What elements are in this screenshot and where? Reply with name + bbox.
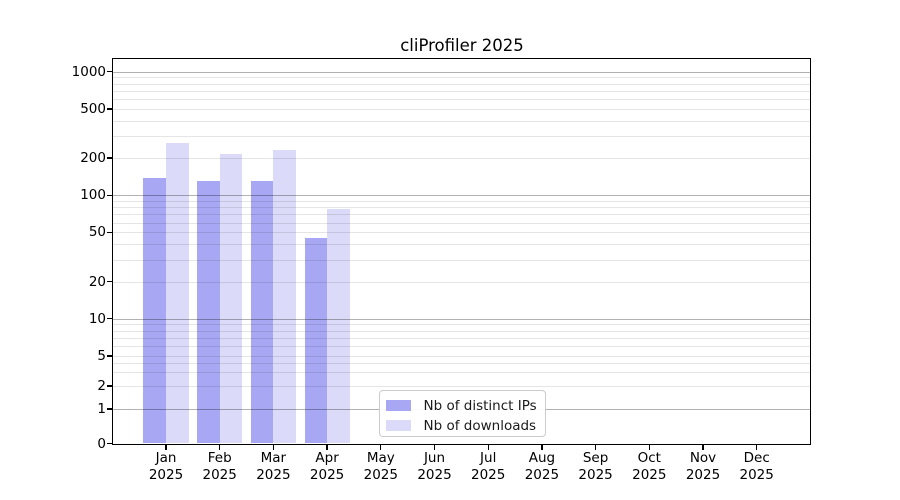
x-tick-mark-mar-2025: [272, 445, 275, 451]
y-tick-label-2: 2: [97, 377, 106, 394]
bar-nb-of-distinct-ips-apr-2025: [304, 238, 328, 444]
gridline-minor-800: [113, 83, 810, 85]
bar-nb-of-downloads-mar-2025: [273, 150, 296, 444]
y-tick-mark-500: [106, 108, 113, 110]
x-tick-mark-jun-2025: [433, 445, 436, 451]
gridline-minor-600: [113, 99, 810, 101]
gridline-minor-900: [113, 77, 810, 79]
x-tick-mark-jan-2025: [165, 445, 167, 451]
legend-swatch-downloads: [386, 420, 411, 431]
gridline-minor-7: [113, 337, 810, 339]
x-tick-mark-jul-2025: [487, 445, 489, 451]
gridline-minor-80: [113, 207, 810, 209]
y-tick-mark-1000: [106, 71, 113, 73]
x-tick-mark-oct-2025: [648, 445, 650, 451]
x-tick-label-feb-2025: Feb 2025: [202, 450, 237, 483]
chart-title: cliProfiler 2025: [400, 36, 524, 55]
bar-nb-of-downloads-apr-2025: [327, 209, 350, 444]
plot-area: [113, 59, 810, 444]
x-tick-label-sep-2025: Sep 2025: [578, 450, 613, 483]
gridline-minor-70: [113, 214, 810, 216]
legend-item-distinct-ips: Nb of distinct IPs: [386, 396, 545, 415]
y-tick-label-50: 50: [88, 224, 106, 241]
x-tick-mark-apr-2025: [326, 445, 328, 451]
x-tick-label-jan-2025: Jan 2025: [148, 450, 184, 483]
bar-nb-of-distinct-ips-jan-2025: [143, 177, 166, 444]
y-tick-label-200: 200: [80, 150, 106, 167]
x-tick-label-dec-2025: Dec 2025: [739, 450, 774, 483]
x-tick-mark-may-2025: [380, 445, 382, 451]
gridline-minor-3: [113, 372, 810, 374]
gridline-minor-500: [113, 108, 810, 110]
x-tick-label-jun-2025: Jun 2025: [417, 450, 452, 483]
x-tick-label-oct-2025: Oct 2025: [632, 450, 667, 483]
x-tick-mark-sep-2025: [594, 445, 597, 451]
gridline-minor-400: [113, 120, 810, 122]
x-tick-mark-feb-2025: [219, 445, 221, 451]
gridline-minor-300: [113, 136, 810, 138]
y-tick-label-0: 0: [97, 435, 106, 452]
gridline-minor-6: [113, 346, 810, 348]
x-tick-label-apr-2025: Apr 2025: [309, 450, 345, 483]
gridline-minor-8: [113, 330, 810, 332]
gridline-major-100: [113, 195, 810, 197]
legend-label-distinct-ips: Nb of distinct IPs: [423, 397, 537, 414]
y-tick-label-20: 20: [88, 273, 106, 290]
gridline-minor-700: [113, 90, 810, 92]
bar-nb-of-downloads-jan-2025: [166, 142, 189, 444]
y-tick-label-500: 500: [80, 100, 106, 117]
y-tick-label-1000: 1000: [71, 63, 106, 80]
y-tick-mark-0: [106, 442, 113, 445]
x-tick-mark-dec-2025: [756, 445, 758, 451]
y-tick-label-1: 1: [97, 401, 106, 417]
y-tick-mark-5: [106, 355, 113, 357]
x-tick-mark-nov-2025: [702, 445, 704, 451]
y-tick-mark-20: [106, 280, 113, 283]
y-tick-mark-1: [106, 408, 113, 410]
gridline-major-10: [113, 318, 810, 320]
y-tick-label-100: 100: [80, 187, 106, 204]
y-tick-mark-200: [106, 157, 113, 159]
y-tick-mark-100: [106, 194, 113, 196]
gridline-minor-9: [113, 324, 810, 326]
x-tick-label-aug-2025: Aug 2025: [524, 450, 560, 483]
bar-nb-of-downloads-feb-2025: [219, 153, 243, 444]
x-tick-label-nov-2025: Nov 2025: [685, 450, 721, 483]
x-tick-label-may-2025: May 2025: [363, 450, 398, 483]
gridline-minor-4: [113, 362, 810, 364]
y-tick-mark-2: [106, 385, 113, 387]
y-tick-label-5: 5: [97, 347, 106, 364]
gridline-minor-30: [113, 259, 810, 261]
gridline-minor-2: [113, 385, 810, 387]
bar-nb-of-distinct-ips-feb-2025: [197, 180, 220, 444]
gridline-minor-60: [113, 222, 810, 224]
x-tick-label-jul-2025: Jul 2025: [471, 450, 506, 483]
legend-swatch-distinct-ips: [386, 400, 411, 411]
bar-nb-of-distinct-ips-mar-2025: [250, 180, 274, 444]
gridline-minor-90: [113, 200, 810, 202]
x-tick-label-mar-2025: Mar 2025: [256, 450, 291, 483]
gridline-minor-20: [113, 281, 810, 283]
gridline-minor-40: [113, 244, 810, 246]
y-tick-mark-10: [106, 318, 113, 320]
gridline-minor-200: [113, 158, 810, 160]
gridline-major-1000: [113, 71, 810, 73]
gridline-minor-5: [113, 355, 810, 357]
legend: Nb of distinct IPs Nb of downloads: [379, 390, 546, 437]
x-tick-mark-aug-2025: [541, 445, 543, 451]
gridline-minor-50: [113, 232, 810, 234]
legend-label-downloads: Nb of downloads: [423, 417, 537, 434]
y-tick-label-10: 10: [88, 310, 106, 327]
y-tick-mark-50: [106, 231, 113, 234]
legend-item-downloads: Nb of downloads: [386, 416, 545, 435]
